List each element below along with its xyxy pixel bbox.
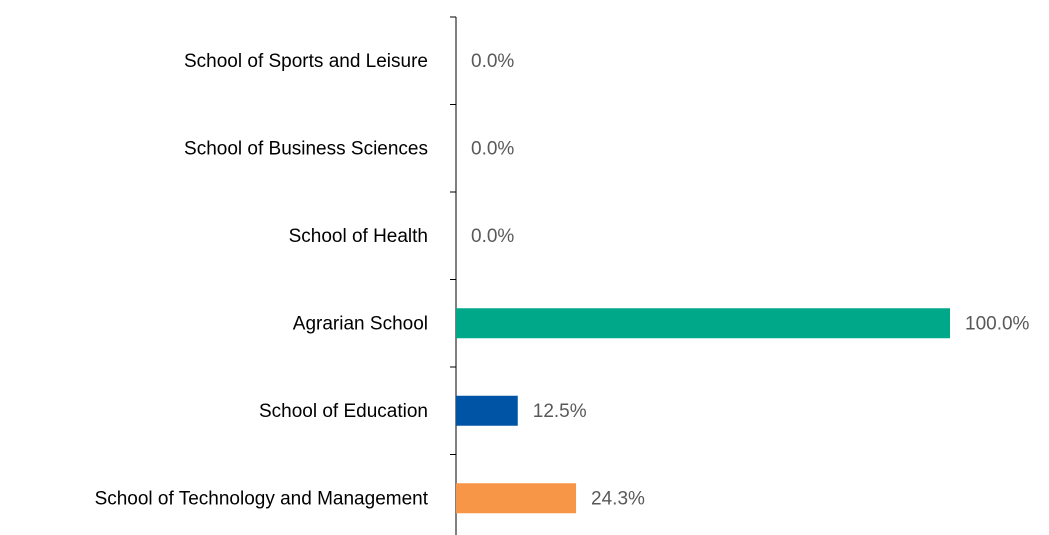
value-label: 100.0% [965, 313, 1030, 334]
value-label: 0.0% [471, 138, 514, 159]
category-label: School of Technology and Management [95, 488, 429, 509]
bar [456, 308, 950, 339]
category-label: School of Education [259, 401, 428, 422]
value-label: 0.0% [471, 226, 514, 247]
category-label: School of Business Sciences [184, 138, 428, 159]
value-label: 12.5% [533, 401, 587, 422]
value-label: 24.3% [591, 488, 645, 509]
value-label: 0.0% [471, 51, 514, 72]
category-label: Agrarian School [293, 313, 428, 334]
category-label: School of Health [289, 226, 428, 247]
bar [456, 483, 577, 514]
bar [456, 395, 518, 426]
category-label: School of Sports and Leisure [184, 51, 428, 72]
